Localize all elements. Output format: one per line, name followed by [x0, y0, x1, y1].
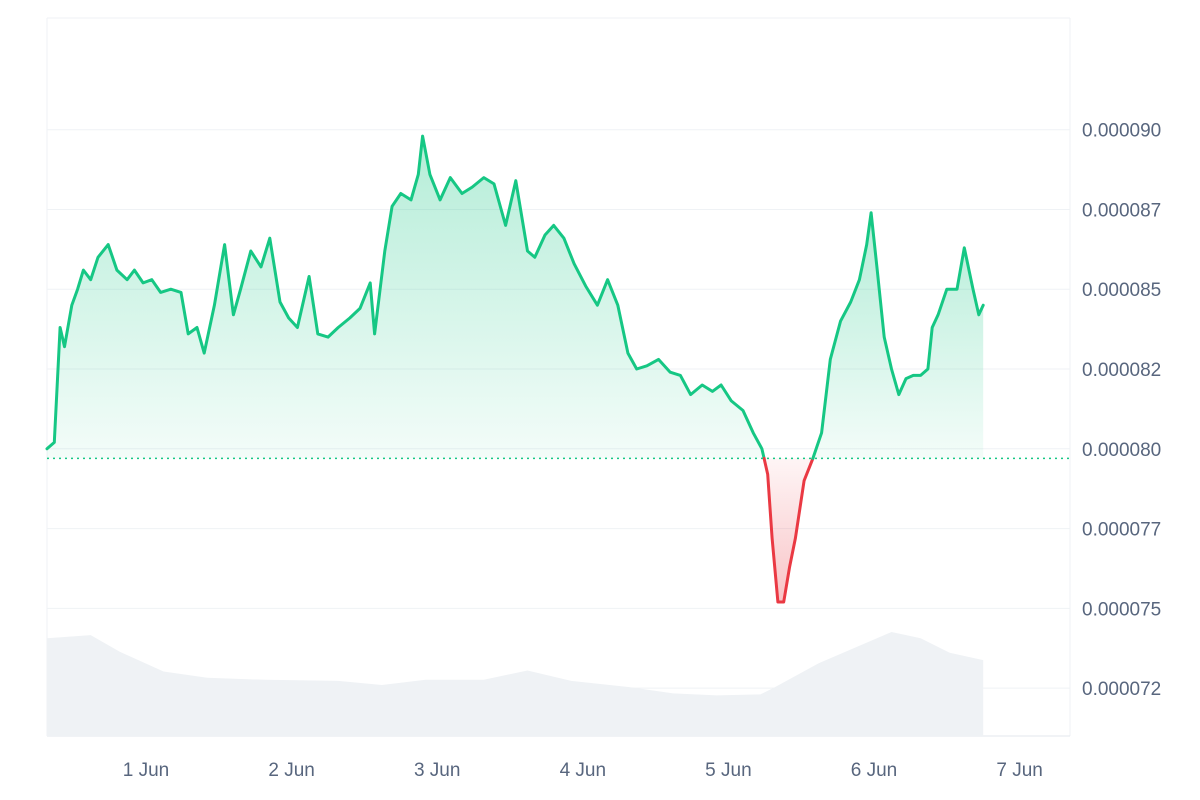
price-line	[45, 134, 1070, 604]
x-tick-label: 2 Jun	[268, 760, 314, 781]
y-tick-label: 0.000085	[1082, 280, 1161, 301]
y-tick-label: 0.000082	[1082, 360, 1161, 381]
y-tick-label: 0.000087	[1082, 200, 1161, 221]
x-tick-label: 1 Jun	[123, 760, 169, 781]
volume-area	[47, 632, 984, 736]
price-area	[47, 136, 984, 602]
price-area-up	[47, 136, 765, 459]
price-line-down	[762, 456, 815, 604]
price-area-up	[812, 212, 984, 459]
y-tick-label: 0.000077	[1082, 520, 1161, 541]
price-line-up	[811, 211, 985, 460]
y-tick-label: 0.000072	[1082, 679, 1161, 700]
x-tick-label: 5 Jun	[705, 760, 751, 781]
x-tick-label: 6 Jun	[851, 760, 897, 781]
y-tick-label: 0.000075	[1082, 599, 1161, 620]
y-axis-labels: 0.000090 0.000087 0.000085 0.000082 0.000080…	[1082, 121, 1161, 700]
y-tick-label: 0.000090	[1082, 121, 1161, 142]
x-tick-label: 3 Jun	[414, 760, 460, 781]
x-axis-labels: 1 Jun 2 Jun 3 Jun 4 Jun 5 Jun 6 Jun 7 Jun	[123, 760, 1043, 781]
x-tick-label: 7 Jun	[996, 760, 1042, 781]
y-tick-label: 0.000080	[1082, 440, 1161, 461]
volume-fill	[47, 632, 984, 736]
price-line-up	[45, 134, 766, 460]
x-tick-label: 4 Jun	[560, 760, 606, 781]
